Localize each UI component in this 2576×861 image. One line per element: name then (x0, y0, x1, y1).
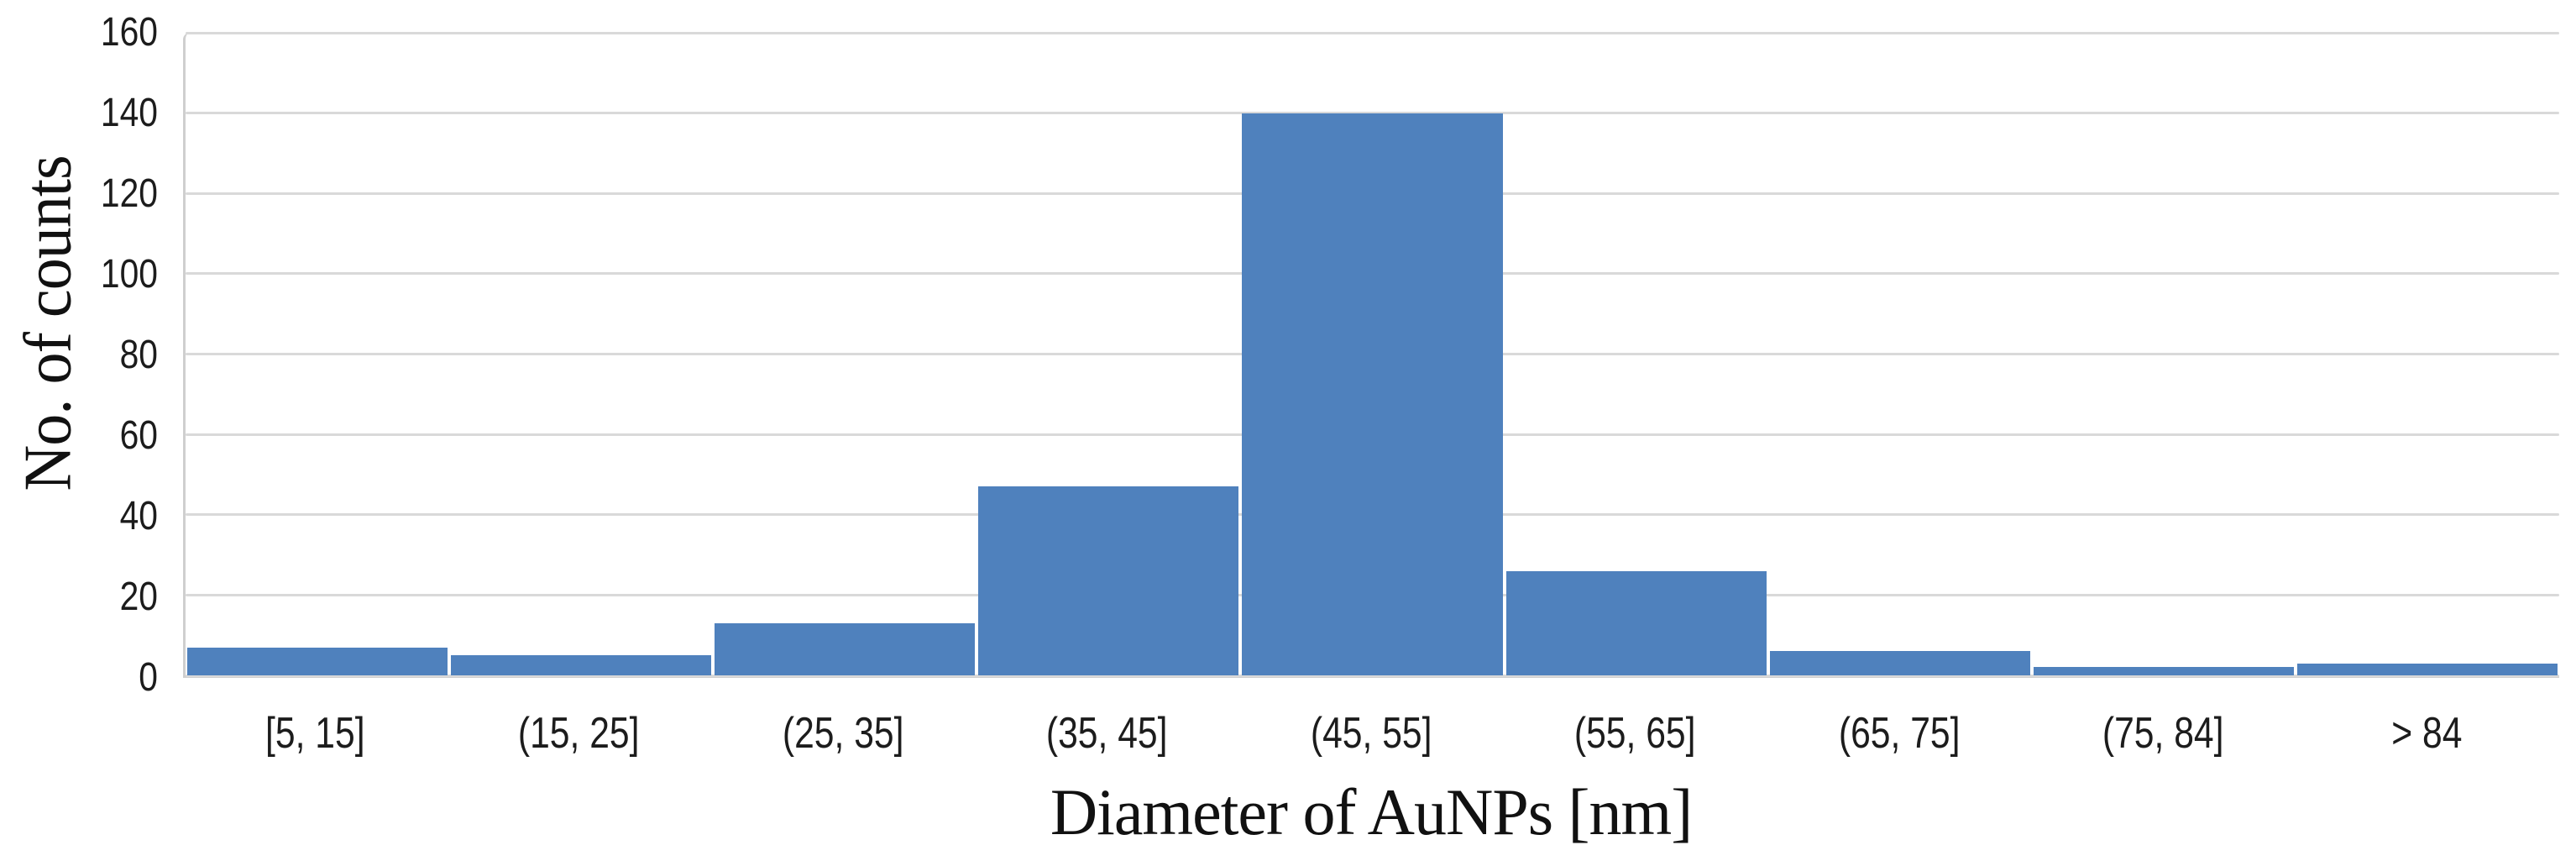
x-tick-label-8: > 84 (2296, 707, 2559, 759)
x-axis-tick-labels: [5, 15] (15, 25] (25, 35] (35, 45] (45, 55] (… (183, 707, 2559, 759)
y-tick-label-60: 60 (119, 413, 158, 458)
x-tick-label-text: (25, 35] (782, 709, 904, 758)
x-tick-label-2: (25, 35] (711, 707, 975, 759)
x-tick-label-text: [5, 15] (264, 709, 365, 758)
bars-layer (186, 33, 2559, 675)
bar-5565 (1505, 570, 1767, 675)
y-tick-label-20: 20 (119, 575, 158, 619)
bar-84 (2296, 663, 2558, 675)
bar-slot-7 (2032, 33, 2296, 675)
x-tick-label-1: (15, 25] (447, 707, 710, 759)
y-tick-label-80: 80 (119, 333, 158, 377)
bar-slot-1 (449, 33, 713, 675)
bar-2535 (715, 622, 976, 675)
x-tick-label-7: (75, 84] (2031, 707, 2295, 759)
x-tick-label-text: (55, 65] (1574, 709, 1696, 758)
y-tick-label-120: 120 (100, 171, 158, 216)
y-tick-label-160: 160 (100, 10, 158, 55)
y-tick-label-40: 40 (119, 494, 158, 538)
gridline-y-160 (186, 31, 2559, 34)
y-tick-label-140: 140 (100, 91, 158, 135)
bar-slot-2 (713, 33, 976, 675)
x-tick-label-text: (35, 45] (1046, 709, 1168, 758)
bar-slot-0 (186, 33, 449, 675)
x-tick-label-text: > 84 (2391, 709, 2463, 758)
x-tick-label-3: (35, 45] (975, 707, 1238, 759)
plot-area (183, 31, 2559, 678)
bar-slot-8 (2296, 33, 2559, 675)
bar-slot-6 (1768, 33, 2032, 675)
bar-6575 (1769, 651, 2030, 675)
bar-slot-4 (1240, 33, 1504, 675)
y-tick-label-100: 100 (100, 252, 158, 297)
x-tick-label-text: (75, 84] (2102, 709, 2224, 758)
bar-4555 (1242, 113, 1503, 675)
x-tick-label-text: (15, 25] (518, 709, 640, 758)
bar-slot-5 (1505, 33, 1768, 675)
bar-515 (187, 647, 448, 675)
gridline-y-0 (186, 674, 2559, 677)
bar-7584 (2033, 667, 2294, 675)
y-tick-label-0: 0 (139, 655, 158, 700)
bar-1525 (451, 655, 712, 675)
x-tick-label-text: (65, 75] (1838, 709, 1961, 758)
bar-slot-3 (976, 33, 1240, 675)
x-tick-label-5: (55, 65] (1503, 707, 1767, 759)
x-tick-label-4: (45, 55] (1239, 707, 1503, 759)
x-tick-label-0: [5, 15] (183, 707, 447, 759)
bar-3545 (978, 486, 1239, 675)
x-tick-label-text: (45, 55] (1310, 709, 1432, 758)
x-axis-title: Diameter of AuNPs [nm] (1050, 775, 1693, 848)
x-tick-label-6: (65, 75] (1767, 707, 2031, 759)
